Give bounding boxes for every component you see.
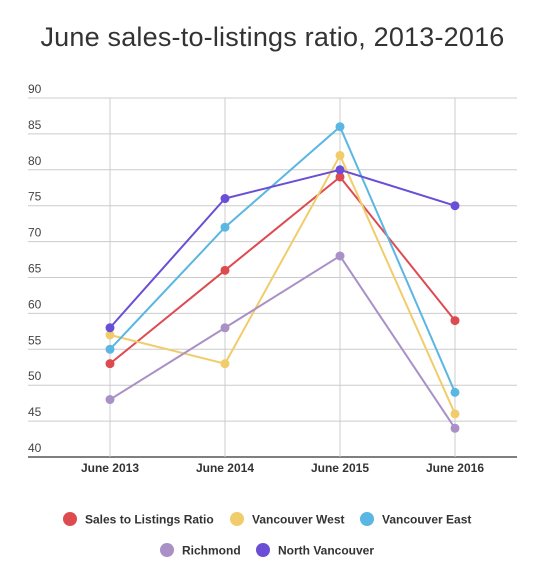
- data-point: [335, 122, 345, 132]
- y-tick-label: 55: [28, 333, 42, 347]
- series-line: [109, 175, 456, 365]
- data-point: [450, 201, 460, 211]
- y-tick-label: 90: [28, 82, 42, 96]
- legend-item: Vancouver East: [360, 512, 471, 527]
- data-point: [450, 423, 460, 433]
- x-tick-label: June 2013: [81, 461, 139, 475]
- series-line: [109, 254, 456, 429]
- series-richmond: [105, 251, 460, 433]
- data-point: [335, 165, 345, 175]
- series-line: [109, 154, 456, 415]
- series-line: [109, 168, 456, 329]
- y-tick-label: 45: [28, 405, 42, 419]
- legend-label: North Vancouver: [278, 544, 374, 558]
- y-tick-label: 80: [28, 154, 42, 168]
- data-point: [450, 409, 460, 419]
- data-point: [335, 251, 345, 261]
- series-vancouver-east: [105, 122, 460, 397]
- y-tick-label: 70: [28, 226, 42, 240]
- data-point: [220, 222, 230, 232]
- legend-item: Richmond: [160, 543, 241, 558]
- series-vancouver-west: [105, 150, 460, 419]
- series-lines: [105, 122, 460, 433]
- data-point: [220, 359, 230, 369]
- data-point: [105, 323, 115, 333]
- legend-item: North Vancouver: [256, 543, 374, 558]
- data-point: [335, 150, 345, 160]
- x-tick-label: June 2015: [311, 461, 369, 475]
- legend-marker: [63, 512, 77, 526]
- y-tick-label: 65: [28, 262, 42, 276]
- data-point: [220, 194, 230, 204]
- series-sales-to-listings-ratio: [105, 172, 460, 369]
- legend-marker: [360, 512, 374, 526]
- chart-title: June sales-to-listings ratio, 2013-2016: [40, 22, 505, 52]
- legend-label: Sales to Listings Ratio: [85, 513, 214, 527]
- data-point: [105, 344, 115, 354]
- y-tick-label: 60: [28, 297, 42, 311]
- data-point: [220, 323, 230, 333]
- y-tick-label: 85: [28, 118, 42, 132]
- x-axis-ticks: June 2013 June 2014 June 2015 June 2016: [81, 461, 484, 475]
- y-tick-label: 50: [28, 369, 42, 383]
- data-point: [220, 265, 230, 275]
- y-axis-ticks: 40 45 50 55 60 65 70 75 80 85 90: [28, 82, 42, 455]
- data-point: [105, 330, 115, 340]
- x-tick-label: June 2014: [196, 461, 254, 475]
- series-north-vancouver: [105, 165, 460, 333]
- grid-lines: [28, 97, 517, 458]
- y-tick-label: 75: [28, 190, 42, 204]
- data-point: [450, 387, 460, 397]
- legend: Sales to Listings Ratio Vancouver West Van…: [63, 512, 471, 558]
- y-tick-label: 40: [28, 441, 42, 455]
- data-point: [105, 395, 115, 405]
- legend-marker: [256, 543, 270, 557]
- legend-item: Sales to Listings Ratio: [63, 512, 214, 527]
- data-point: [450, 316, 460, 326]
- legend-item: Vancouver West: [230, 512, 344, 527]
- legend-marker: [160, 543, 174, 557]
- legend-marker: [230, 512, 244, 526]
- legend-label: Vancouver West: [252, 513, 344, 527]
- series-line: [109, 125, 456, 393]
- legend-label: Vancouver East: [382, 513, 471, 527]
- legend-label: Richmond: [182, 544, 241, 558]
- data-point: [335, 172, 345, 182]
- x-tick-label: June 2016: [426, 461, 484, 475]
- data-point: [105, 359, 115, 369]
